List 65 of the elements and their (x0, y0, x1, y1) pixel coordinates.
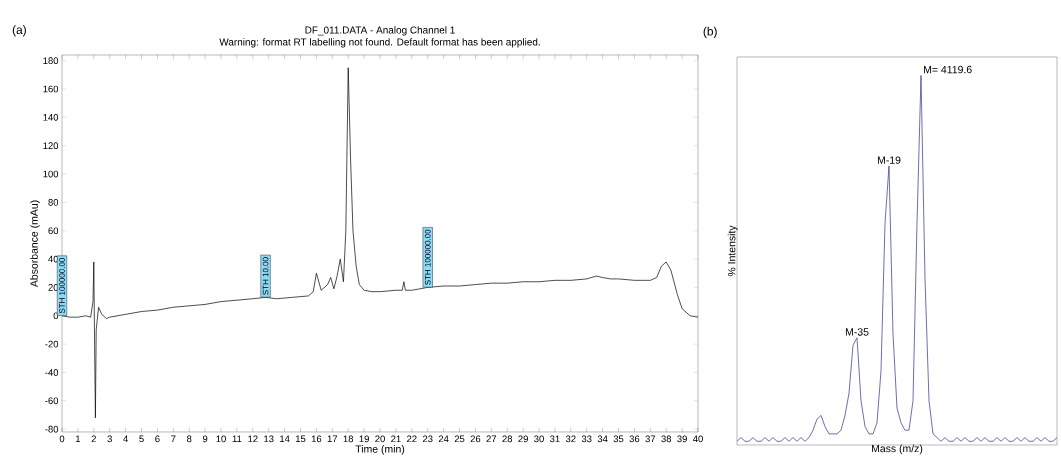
x-tick-label: 36 (629, 435, 640, 443)
x-tick-label: 15 (295, 435, 306, 443)
x-tick-label: 6 (155, 435, 160, 443)
x-tick-label: 26 (470, 435, 481, 443)
y-tick-label: -80 (45, 425, 59, 433)
x-tick-label: 33 (581, 435, 592, 443)
y-tick-label: -20 (45, 340, 59, 348)
x-tick-label: 16 (311, 435, 322, 443)
x-tick-label: 32 (565, 435, 576, 443)
x-tick-label: 28 (502, 435, 513, 443)
x-tick-label: 19 (359, 435, 369, 443)
x-tick-label: 1 (76, 435, 81, 443)
chart-title: DF_011.DATA - Analog Channel 1 (305, 26, 455, 36)
annotation: M-35 (845, 328, 869, 336)
x-tick-label: 34 (597, 435, 608, 443)
x-tick-label: 2 (91, 435, 96, 443)
x-tick-label: 35 (613, 435, 624, 443)
x-tick-label: 31 (550, 435, 560, 443)
x-axis-title: Mass (m/z) (872, 444, 923, 455)
y-tick-label: 100 (43, 170, 59, 178)
x-tick-label: 39 (677, 435, 687, 443)
x-tick-label: 38 (661, 435, 672, 443)
y-tick-label: 180 (43, 57, 59, 64)
x-tick-label: 9 (202, 435, 208, 443)
x-tick-label: 3 (107, 435, 112, 443)
x-tick-label: 18 (343, 435, 354, 443)
x-axis-title: Time (min) (355, 445, 405, 455)
x-tick-label: 20 (375, 435, 385, 443)
x-tick-label: 27 (486, 435, 497, 443)
x-tick-label: 4 (123, 435, 128, 443)
annotation: M-19 (877, 156, 901, 164)
x-tick-label: 40 (692, 435, 703, 443)
y-tick-label: -40 (45, 369, 59, 376)
x-tick-label: 11 (232, 435, 242, 443)
x-tick-label: 29 (518, 435, 528, 443)
y-tick-label: 140 (43, 113, 59, 121)
y-axis-title: % Intensity (727, 225, 738, 277)
x-tick-label: 8 (186, 435, 192, 443)
x-tick-label: 13 (264, 435, 274, 443)
x-tick-label: 7 (171, 435, 176, 443)
y-tick-label: 160 (43, 85, 59, 93)
text: (b) (703, 26, 717, 38)
x-tick-label: 37 (645, 435, 656, 443)
x-tick-label: 21 (391, 435, 401, 443)
x-tick-label: 17 (327, 435, 338, 443)
x-tick-label: 12 (248, 435, 258, 443)
y-axis-title: Absorbance (mAu) (30, 200, 40, 288)
chart-subtitle: Warning: format RT labelling not found. Default format has been applied. (219, 38, 540, 48)
x-tick-label: 23 (422, 435, 433, 443)
y-tick-label: 60 (48, 227, 59, 235)
y-tick-label: 120 (43, 142, 59, 150)
x-tick-label: 22 (407, 435, 417, 443)
text: M= 4119.6 (924, 65, 972, 74)
x-tick-label: 5 (139, 435, 144, 443)
x-tick-label: 25 (454, 435, 465, 443)
x-tick-label: 14 (280, 435, 290, 443)
y-tick-label: 0 (53, 312, 59, 320)
y-tick-label: 80 (48, 199, 59, 206)
x-tick-label: 24 (438, 435, 449, 443)
y-tick-label: -60 (45, 397, 59, 405)
x-tick-label: 10 (216, 435, 226, 443)
text: (a) (12, 25, 26, 37)
x-tick-label: 30 (534, 435, 544, 443)
y-tick-label: 20 (48, 284, 59, 291)
x-tick-label: 0 (59, 435, 65, 443)
